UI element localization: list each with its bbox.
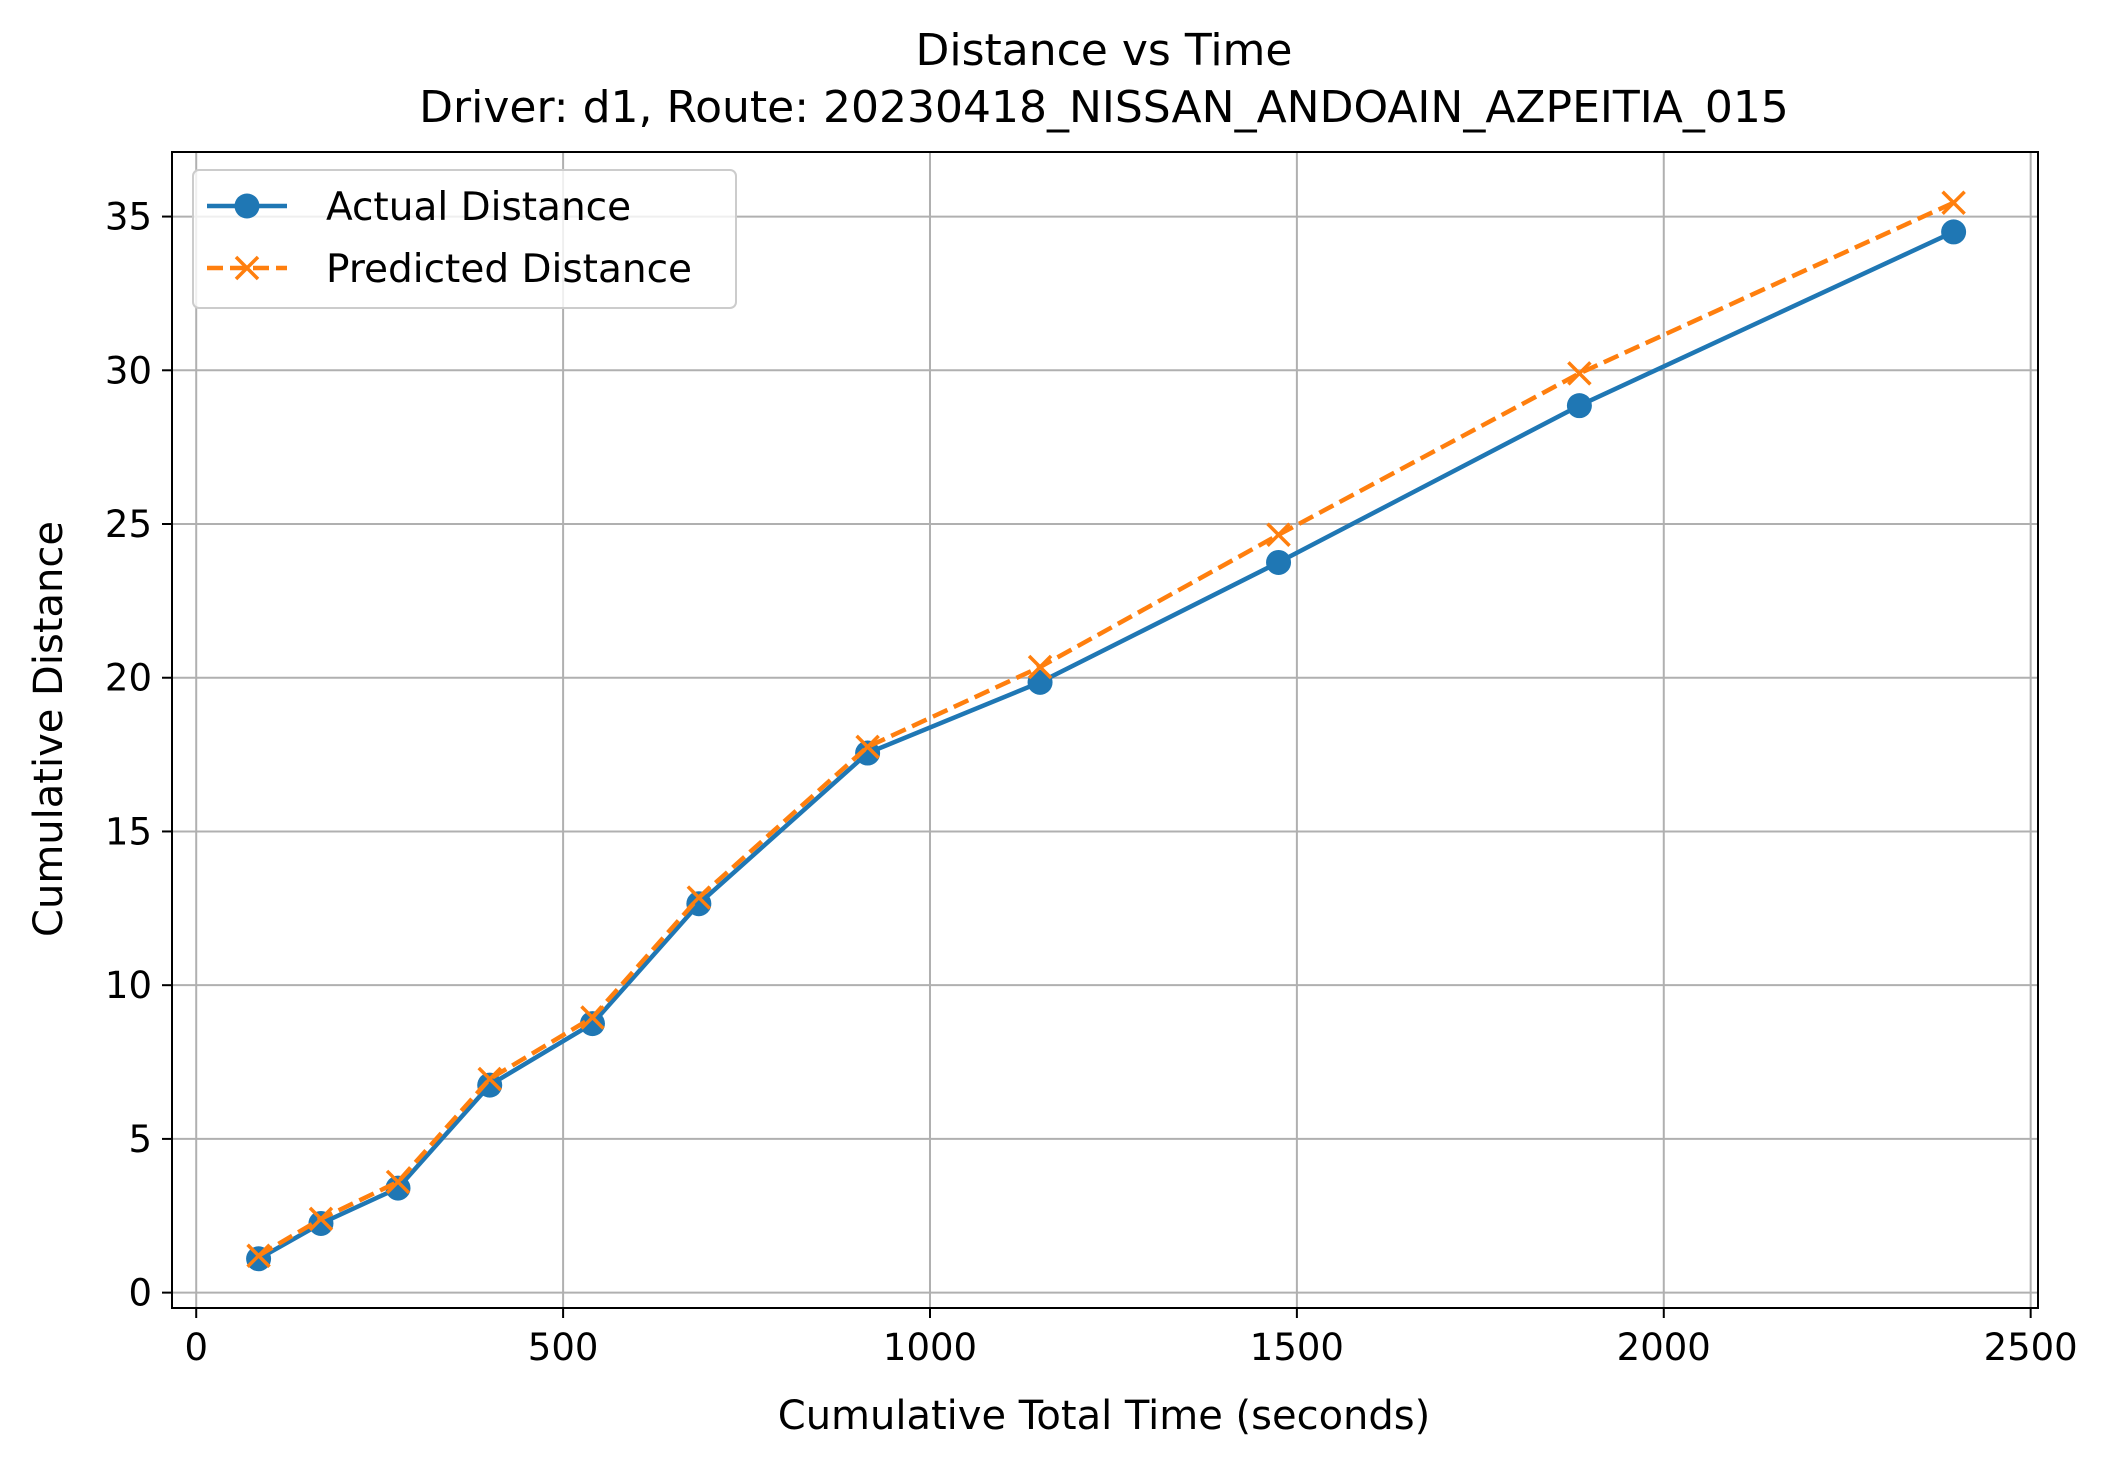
legend-label: Actual Distance [326, 185, 631, 230]
legend-marker [234, 255, 260, 281]
predicted-distance-point [1266, 522, 1291, 548]
predicted-distance-point [855, 734, 880, 760]
legend-item-actual-distance: Actual Distance [207, 185, 631, 230]
y-tick-label: 35 [105, 196, 152, 239]
chart-subtitle: Driver: d1, Route: 20230418_NISSAN_ANDOA… [419, 82, 1789, 133]
y-tick-label: 25 [105, 503, 152, 546]
y-tick-label: 5 [128, 1118, 152, 1161]
legend-box [192, 169, 737, 309]
x-tick-label: 2500 [1984, 1326, 2078, 1369]
series-layer [246, 190, 1967, 1272]
predicted-distance-point [246, 1243, 271, 1268]
legend-label: Predicted Distance [326, 247, 692, 292]
predicted-distance-point [1567, 361, 1592, 386]
actual-distance-point [686, 891, 712, 917]
x-axis-label: Cumulative Total Time (seconds) [778, 1393, 1430, 1439]
actual-distance-point [855, 740, 881, 766]
actual-distance-point [477, 1072, 503, 1098]
predicted-distance-point [580, 1005, 605, 1030]
chart-title: Distance vs Time [915, 25, 1292, 76]
actual-distance-point [1266, 549, 1292, 575]
x-tick-label: 500 [528, 1326, 599, 1369]
x-tick-label: 1500 [1250, 1326, 1344, 1369]
x-tick-label: 2000 [1617, 1326, 1711, 1369]
plot-frame [171, 151, 2039, 1309]
y-axis-label: Cumulative Distance [26, 521, 72, 937]
actual-distance-point [1566, 393, 1592, 419]
actual-distance-point [579, 1011, 605, 1037]
actual-distance-point [1027, 669, 1053, 695]
y-tick-label: 20 [105, 657, 152, 700]
y-tick-label: 0 [128, 1272, 152, 1315]
x-tick-label: 0 [184, 1326, 208, 1369]
x-tick-label: 1000 [883, 1326, 977, 1369]
actual-distance-point [1941, 219, 1967, 245]
legend-marker [234, 193, 260, 219]
grid [172, 152, 2038, 1308]
predicted-distance-point [1027, 654, 1053, 680]
y-tick-label: 10 [105, 964, 152, 1007]
legend: Actual Distance Predicted Distance [192, 169, 737, 309]
predicted-distance-point [1941, 190, 1966, 215]
y-tick-label: 30 [105, 349, 152, 392]
y-tick-label: 15 [105, 810, 152, 853]
series-actual-distance [246, 219, 1967, 1272]
predicted-distance-point [477, 1066, 502, 1092]
actual-distance-point [385, 1175, 411, 1201]
ticks: 0 500 1000 1500 2000 2500 0 5 10 15 20 25 30 35 [105, 196, 2078, 1369]
series-predicted-distance [246, 190, 1966, 1268]
legend-item-predicted-distance: Predicted Distance [207, 247, 692, 292]
predicted-distance-point [308, 1206, 334, 1232]
predicted-distance-point [686, 885, 712, 910]
predicted-distance-point [385, 1169, 411, 1195]
